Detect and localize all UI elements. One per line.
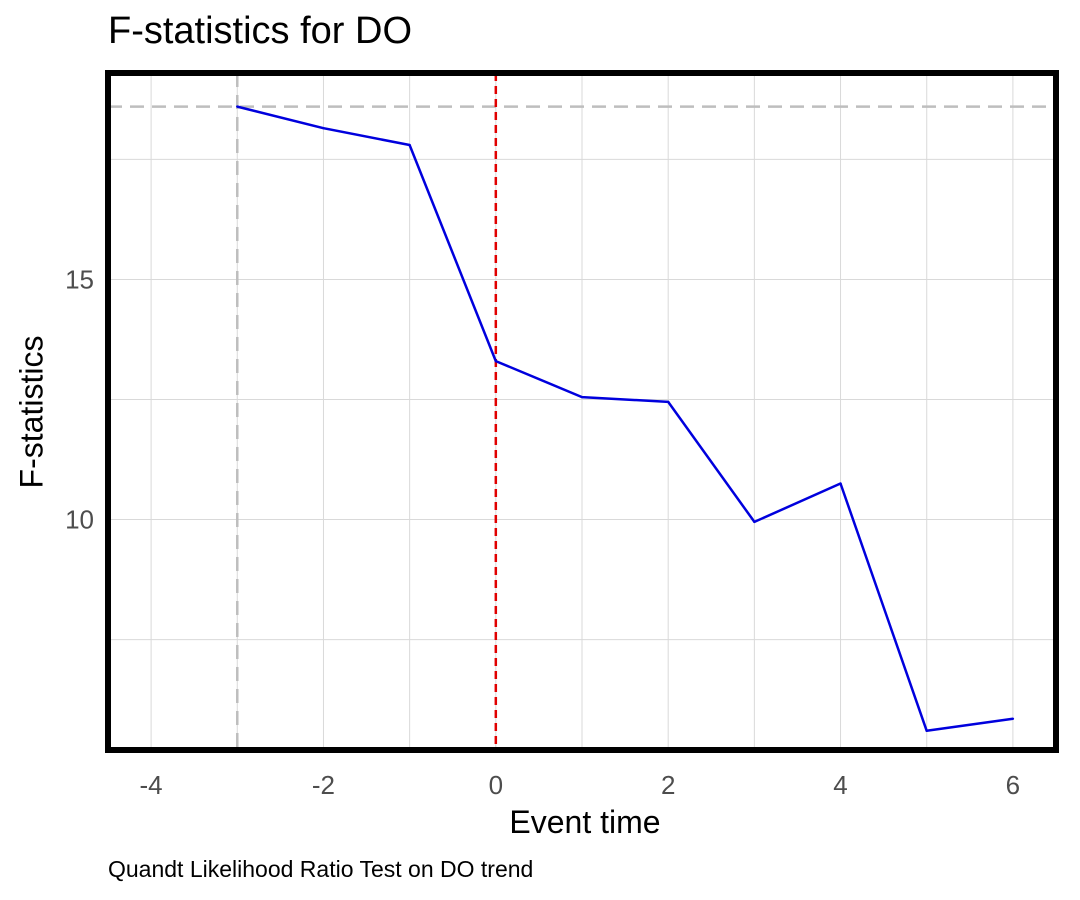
data-point: [839, 482, 842, 485]
data-point: [753, 520, 756, 524]
x-tick-label: 2: [661, 770, 675, 800]
data-point: [322, 127, 325, 130]
data-point: [1011, 717, 1015, 720]
data-point: [494, 359, 498, 363]
x-axis-label: Event time: [509, 804, 661, 840]
panel-border: [105, 70, 1059, 753]
data-point: [925, 729, 928, 732]
data-point: [580, 395, 584, 399]
x-tick-label: -2: [312, 770, 335, 800]
chart-title: F-statistics for DO: [108, 10, 413, 52]
series-layer: [236, 105, 1015, 733]
chart-caption: Quandt Likelihood Ratio Test on DO trend: [108, 856, 534, 882]
x-tick-label: 6: [1006, 770, 1020, 800]
x-tick-label: 0: [489, 770, 503, 800]
data-point: [408, 143, 411, 147]
data-point: [236, 105, 239, 108]
data-point: [666, 400, 670, 404]
x-tick-label: -4: [140, 770, 163, 800]
series-line: [236, 105, 1014, 733]
y-tick-label: 15: [65, 264, 94, 294]
x-tick-label: 4: [833, 770, 847, 800]
grid-layer: [108, 73, 1056, 750]
tick-labels: -4 -2 0 2 4 6 10 15: [65, 264, 1020, 800]
reference-lines: [108, 73, 1056, 750]
y-tick-label: 10: [65, 505, 94, 535]
